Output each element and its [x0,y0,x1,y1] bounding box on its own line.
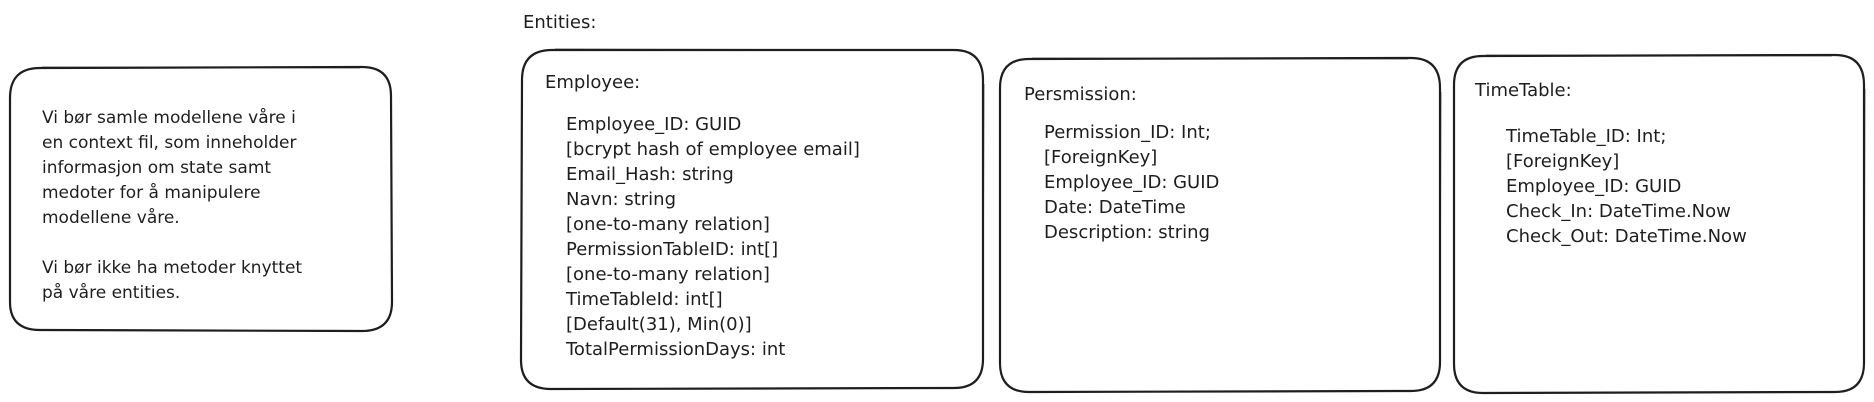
timetable-field: [ForeignKey] [1506,151,1620,172]
permission-field: Description: string [1044,222,1210,243]
entities-heading: Entities: [523,12,597,33]
employee-field: PermissionTableID: int[] [566,239,779,260]
note-line: Vi bør samle modellene våre i [42,108,296,128]
employee-field-list: Employee_ID: GUID [bcrypt hash of employ… [566,112,860,362]
employee-field: Employee_ID: GUID [566,114,742,135]
employee-field: TimeTableId: int[] [566,289,723,310]
employee-entity-box [519,48,985,391]
note-box [8,65,394,333]
employee-field: TotalPermissionDays: int [566,339,786,360]
permission-field: Date: DateTime [1044,197,1186,218]
timetable-field-list: TimeTable_ID: Int; [ForeignKey] Employee… [1506,124,1747,249]
timetable-field: Check_In: DateTime.Now [1506,201,1731,222]
employee-field: [Default(31), Min(0)] [566,314,752,335]
employee-field: [bcrypt hash of employee email] [566,139,860,160]
timetable-field: Check_Out: DateTime.Now [1506,226,1747,247]
permission-entity-title: Persmission: [1024,84,1137,105]
note-paragraph-gap [42,231,302,256]
note-line: Vi bør ikke ha metoder knyttet [42,258,303,278]
note-line: informasjon om state samt [42,158,272,178]
permission-entity-box [998,56,1442,394]
employee-field: [one-to-many relation] [566,214,770,235]
note-line: en context fil, som inneholder [42,133,297,153]
employee-field: Email_Hash: string [566,164,734,185]
note-line: medoter for å manipulere [42,183,261,203]
note-line: modellene våre. [42,208,180,228]
permission-field: Permission_ID: Int; [1044,122,1211,143]
timetable-entity-box [1452,53,1866,395]
permission-field: Employee_ID: GUID [1044,172,1220,193]
timetable-entity-title: TimeTable: [1475,80,1572,101]
note-text: Vi bør samle modellene våre i en context… [42,106,302,306]
timetable-field: TimeTable_ID: Int; [1506,126,1667,147]
permission-field-list: Permission_ID: Int; [ForeignKey] Employe… [1044,120,1219,245]
timetable-field: Employee_ID: GUID [1506,176,1682,197]
employee-field: [one-to-many relation] [566,264,770,285]
employee-entity-title: Employee: [545,72,641,93]
note-line: på våre entities. [42,283,181,303]
permission-field: [ForeignKey] [1044,147,1158,168]
employee-field: Navn: string [566,189,677,210]
